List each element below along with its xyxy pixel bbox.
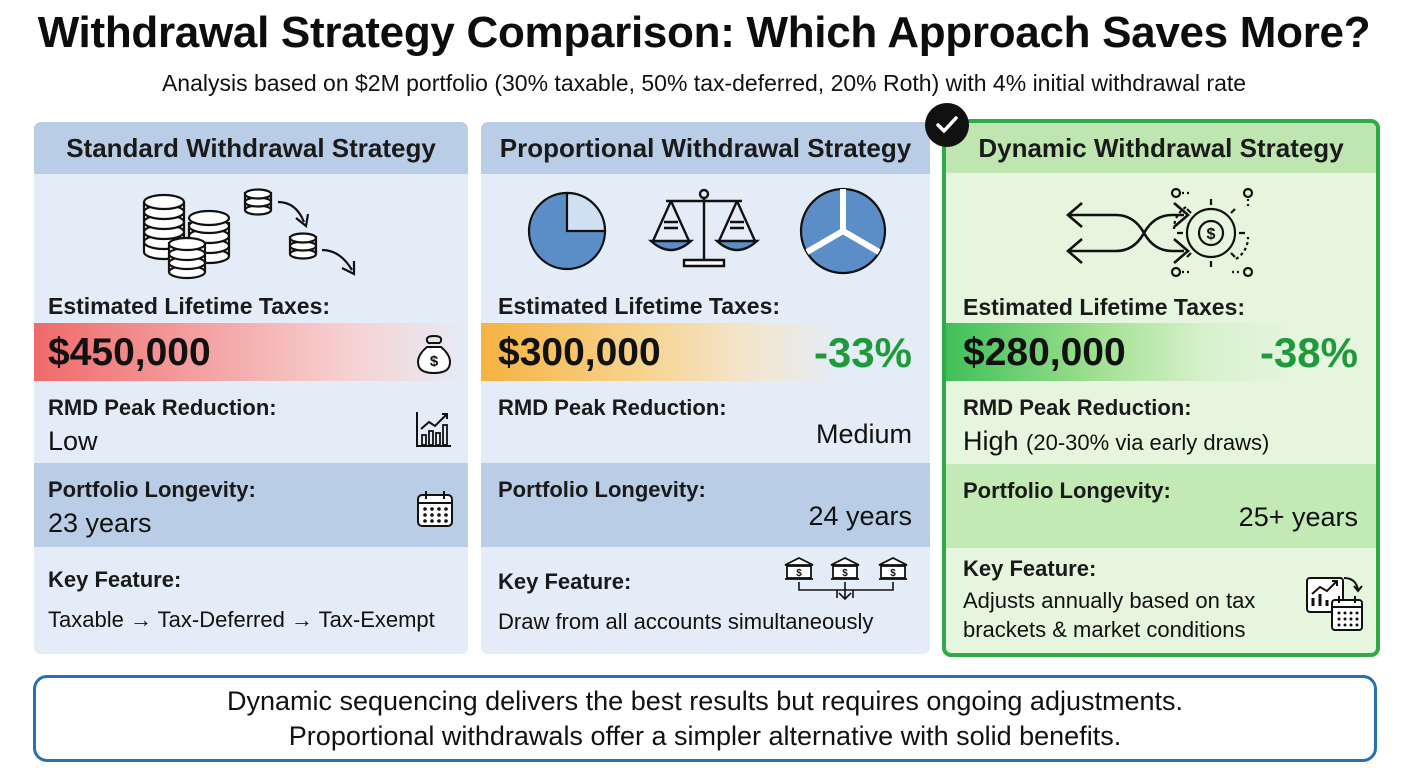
key-feature-line-2: brackets & market conditions [963,617,1246,642]
savings-percent: -38% [1259,329,1358,376]
rmd-row: RMD Peak Reduction: High (20-30% via ear… [946,381,1376,463]
proportional-strategy-card: Proportional Withdrawal Strategy Estim [481,122,930,654]
longevity-label: Portfolio Longevity: [963,478,1171,503]
longevity-label: Portfolio Longevity: [498,477,706,502]
card-title: Dynamic Withdrawal Strategy [946,123,1376,173]
key-feature-row: Key Feature: $ $ $ Draw from all accounts … [481,547,930,654]
bar-chart-growth-icon [416,412,451,447]
calendar-icon [417,491,453,527]
key-feature-text: Draw from all accounts simultaneously [498,609,874,634]
dynamic-strategy-card: Dynamic Withdrawal Strategy [942,119,1380,657]
key-feature-label: Key Feature: [48,567,182,592]
page-subtitle: Analysis based on $2M portfolio (30% tax… [161,70,1247,96]
longevity-value: 23 years [48,508,152,538]
svg-text:$: $ [842,568,848,579]
taxes-label: Estimated Lifetime Taxes: [48,293,331,319]
svg-text:$: $ [796,568,802,579]
chart-calendar-icon [1306,577,1363,631]
money-bag-icon: $ [417,334,451,375]
card-illustration: $ [946,175,1376,293]
svg-text:$: $ [430,353,439,370]
key-feature-row: Key Feature: Taxable → Tax-Deferred → Ta… [34,547,468,654]
taxes-band: $300,000 -33% [481,323,930,381]
longevity-label: Portfolio Longevity: [48,477,256,502]
rmd-row: RMD Peak Reduction: Medium [481,381,930,463]
summary-box: Dynamic sequencing delivers the best res… [33,675,1377,762]
taxes-band: $280,000 -38% [946,323,1376,381]
rmd-note: (20-30% via early draws) [1026,430,1270,455]
rmd-row: RMD Peak Reduction: Low [34,381,468,463]
key-feature-line-1: Adjusts annually based on tax [963,588,1256,613]
longevity-value: 25+ years [1238,502,1358,532]
savings-percent: -33% [813,329,912,376]
svg-text:$: $ [890,568,896,579]
card-title: Standard Withdrawal Strategy [34,122,468,174]
taxes-amount: $450,000 [48,331,211,374]
rmd-value: Medium [815,419,912,449]
svg-text:$: $ [1207,226,1216,243]
rmd-label: RMD Peak Reduction: [48,395,277,420]
card-illustration [481,174,930,292]
card-illustration [34,174,468,292]
summary-line-2: Proportional withdrawals offer a simpler… [288,720,1122,751]
standard-strategy-card: Standard Withdrawal Strategy [34,122,468,654]
rmd-value: Low [48,426,98,456]
longevity-value: 24 years [808,501,912,531]
key-feature-row: Key Feature: Adjusts annually based on t… [946,548,1376,653]
key-feature-text: Taxable → Tax-Deferred → Tax-Exempt [48,607,435,632]
key-feature-label: Key Feature: [498,569,632,594]
checkmark-icon [925,103,969,147]
key-feature-label: Key Feature: [963,556,1097,581]
rmd-label: RMD Peak Reduction: [498,395,727,420]
key-feature-text: Adjusts annually based on tax brackets &… [963,586,1283,644]
longevity-row: Portfolio Longevity: 24 years [481,463,930,547]
coin-stacks-icon [142,188,356,280]
summary-line-1: Dynamic sequencing delivers the best res… [226,685,1184,716]
card-title: Proportional Withdrawal Strategy [481,122,930,174]
longevity-row: Portfolio Longevity: 25+ years [946,464,1376,548]
taxes-amount: $280,000 [963,331,1126,374]
taxes-label: Estimated Lifetime Taxes: [963,294,1246,320]
pie-chart-icon [527,187,887,275]
taxes-amount: $300,000 [498,331,661,374]
balance-scale-icon [647,188,761,268]
page-title: Withdrawal Strategy Comparison: Which Ap… [37,8,1371,57]
bank-accounts-icon: $ $ $ [784,556,908,601]
taxes-label: Estimated Lifetime Taxes: [498,293,781,319]
rmd-value: High (20-30% via early draws) [963,426,1269,457]
longevity-row: Portfolio Longevity: 23 years [34,463,468,547]
shuffle-arrows-icon: $ [1066,187,1254,278]
gear-dollar-icon [1170,187,1254,278]
rmd-label: RMD Peak Reduction: [963,395,1192,420]
taxes-band: $450,000 $ [34,323,468,381]
rmd-level: High [963,426,1019,456]
